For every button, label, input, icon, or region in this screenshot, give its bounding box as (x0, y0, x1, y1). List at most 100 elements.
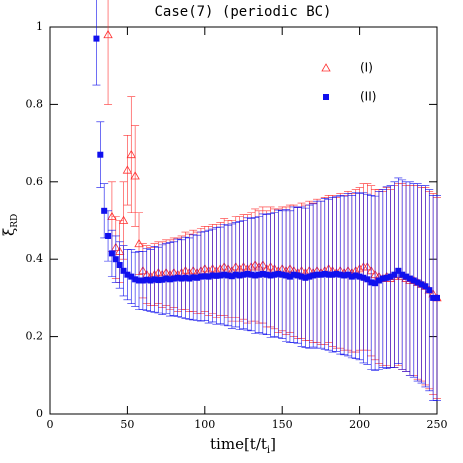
point (236, 272, 243, 279)
point (194, 274, 201, 281)
point (252, 272, 259, 279)
point (321, 270, 328, 277)
point (240, 271, 247, 278)
y-tick-label: 1 (36, 20, 43, 33)
point (391, 271, 398, 278)
point (302, 274, 309, 281)
point (403, 273, 410, 280)
point (205, 273, 212, 280)
point (290, 271, 297, 278)
y-tick-label: 0.2 (26, 330, 44, 343)
x-tick-label: 250 (427, 418, 448, 431)
point (414, 279, 421, 286)
error-bar (131, 125, 140, 227)
point (107, 211, 117, 221)
error-bar (127, 96, 136, 214)
legend-marker (321, 63, 331, 72)
point (310, 272, 317, 279)
point (118, 215, 129, 224)
chart-title: Case(7) (periodic BC) (154, 4, 331, 20)
point (221, 271, 228, 278)
point (163, 275, 170, 282)
point (434, 294, 440, 301)
point (383, 274, 390, 281)
point (352, 272, 359, 279)
point (209, 272, 216, 279)
point (116, 262, 123, 269)
point (182, 274, 189, 281)
point (275, 270, 282, 277)
point (267, 272, 274, 279)
y-label-sub: RD (10, 214, 20, 228)
x-label-close: ] (270, 435, 276, 453)
point (126, 149, 136, 159)
point (136, 277, 143, 284)
point (93, 35, 100, 42)
y-tick-label: 0 (36, 407, 43, 420)
point (166, 276, 173, 283)
legend-marker (323, 94, 329, 100)
point (248, 271, 255, 278)
point (151, 276, 158, 283)
x-label-sub: i (267, 445, 270, 456)
point (105, 232, 112, 239)
point (155, 277, 162, 284)
legend-label: (I) (360, 61, 373, 75)
point (108, 250, 115, 257)
point (174, 274, 181, 281)
point (124, 271, 131, 278)
point (120, 267, 127, 274)
point (344, 271, 351, 278)
legend-label: (II) (360, 90, 376, 104)
point (329, 271, 336, 278)
point (294, 272, 301, 279)
point (317, 271, 324, 278)
point (279, 271, 286, 278)
x-tick-label: 150 (272, 418, 293, 431)
point (348, 273, 355, 280)
point (103, 29, 113, 39)
x-tick-label: 0 (47, 418, 54, 431)
y-axis-label: ξRD (0, 214, 20, 236)
point (426, 287, 433, 294)
point (387, 273, 394, 280)
y-tick-label: 0.6 (26, 175, 44, 188)
point (143, 276, 150, 283)
point (178, 275, 185, 282)
point (139, 277, 146, 284)
x-axis-label: time[t/ti] (210, 435, 276, 456)
point (286, 273, 293, 280)
x-label-main: time[t/t (210, 435, 267, 453)
point (132, 276, 139, 283)
point (263, 271, 270, 278)
x-tick-label: 50 (120, 418, 134, 431)
point (430, 294, 437, 301)
point (186, 275, 193, 282)
point (259, 270, 266, 277)
point (122, 165, 133, 174)
point (314, 271, 321, 278)
point (201, 273, 208, 280)
point (306, 273, 313, 280)
point (422, 283, 429, 290)
point (375, 277, 382, 284)
point (130, 171, 140, 180)
point (298, 273, 305, 280)
point (410, 277, 417, 284)
point (255, 271, 262, 278)
point (190, 274, 197, 281)
point (217, 272, 224, 279)
point (213, 272, 220, 279)
point (395, 267, 402, 274)
point (232, 271, 239, 278)
point (134, 238, 144, 248)
point (197, 273, 204, 280)
x-tick-label: 100 (194, 418, 215, 431)
point (399, 271, 406, 278)
point (337, 271, 344, 278)
point (364, 276, 371, 283)
point (333, 270, 340, 277)
point (406, 275, 413, 282)
point (418, 281, 425, 288)
